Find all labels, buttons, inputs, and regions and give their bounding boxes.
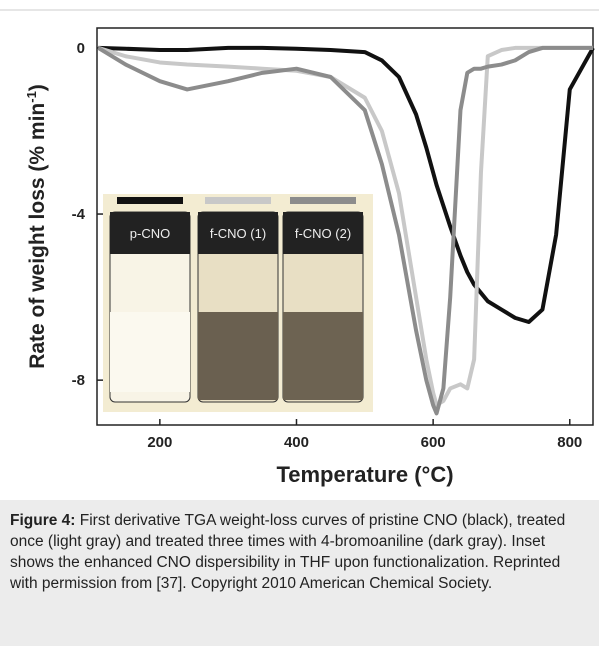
inset-labels: p-CNO f-CNO (1) f-CNO (2) <box>117 197 356 241</box>
vial-cap <box>283 212 363 254</box>
plot: 200 400 600 800 -8 -4 0 Temperature (°C) Rate of… <box>24 27 595 487</box>
legend-swatch <box>117 197 183 204</box>
caption-label: Figure 4: <box>10 512 76 529</box>
chart: 200 400 600 800 -8 -4 0 Temperature (°C) Rate of… <box>0 9 599 487</box>
caption: Figure 4: First derivative TGA weight-lo… <box>0 500 599 646</box>
x-axis-label: Temperature (°C) <box>276 462 453 487</box>
x-tick-label: 400 <box>284 434 309 451</box>
vial-cap <box>198 212 278 254</box>
vial-liquid <box>110 312 190 392</box>
y-tick-label: -4 <box>72 206 86 223</box>
legend-label: f-CNO (2) <box>295 226 351 241</box>
vial-cap <box>110 212 190 254</box>
legend-label: f-CNO (1) <box>210 226 266 241</box>
y-axis-label-end: ) <box>26 84 49 91</box>
caption-text: First derivative TGA weight-loss curves … <box>10 512 566 592</box>
series-line <box>97 45 593 408</box>
inset-photo <box>103 194 373 412</box>
legend-label: p-CNO <box>130 226 170 241</box>
vial-liquid <box>198 312 278 400</box>
y-tick-label: 0 <box>77 40 85 57</box>
vial-liquid <box>283 312 363 400</box>
x-tick-label: 200 <box>147 434 172 451</box>
legend-swatch <box>205 197 271 204</box>
series-line <box>98 45 595 325</box>
y-axis-label-main: Rate of weight loss (% min <box>26 103 49 369</box>
series-line <box>97 45 593 416</box>
y-axis-label: Rate of weight loss (% min-1) <box>24 84 49 369</box>
legend-swatch <box>290 197 356 204</box>
y-axis-label-sup: -1 <box>24 91 39 103</box>
plot-frame <box>96 27 594 426</box>
y-tick-label: -8 <box>72 372 85 389</box>
x-tick-label: 600 <box>421 434 446 451</box>
x-tick-label: 800 <box>557 434 582 451</box>
